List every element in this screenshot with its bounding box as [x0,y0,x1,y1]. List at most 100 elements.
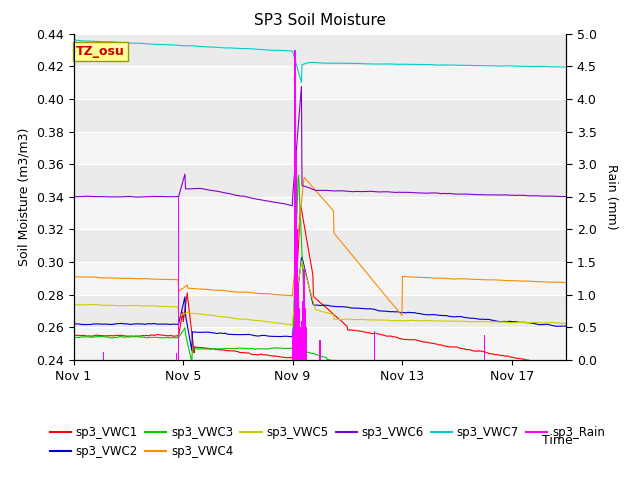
sp3_VWC1 [249,352,257,358]
sp3_VWC2 [563,323,570,329]
Bar [299,308,300,360]
Line: sp3_VWC3: sp3_VWC3 [74,175,566,377]
sp3_VWC3 [249,346,257,351]
sp3_VWC3 [553,374,561,380]
sp3_VWC3 [70,335,77,340]
sp3_VWC2 [276,334,284,339]
sp3_VWC5 [469,319,477,324]
sp3_VWC5 [249,317,257,323]
sp3_VWC4 [398,312,406,318]
Bar [178,197,179,360]
sp3_VWC6 [249,195,257,201]
sp3_VWC4 [88,274,95,280]
Bar [306,327,307,360]
sp3_VWC6 [70,194,77,200]
Text: Time: Time [542,434,573,447]
sp3_VWC1 [275,354,283,360]
sp3_VWC7 [275,48,283,53]
sp3_VWC4 [349,254,357,260]
sp3_VWC5 [70,301,77,307]
Bar [74,229,566,262]
Bar [294,50,296,360]
sp3_VWC2 [298,254,306,260]
Bar [301,321,303,360]
sp3_VWC5 [289,322,296,327]
sp3_VWC4 [249,290,257,296]
sp3_VWC6 [563,194,570,200]
Bar [74,295,566,327]
sp3_VWC2 [70,321,77,326]
Bar [292,334,293,360]
Line: sp3_VWC4: sp3_VWC4 [74,178,566,315]
sp3_VWC1 [186,311,193,316]
Title: SP3 Soil Moisture: SP3 Soil Moisture [254,13,386,28]
Legend: sp3_VWC1, sp3_VWC2, sp3_VWC3, sp3_VWC4, sp3_VWC5, sp3_VWC6, sp3_VWC7, sp3_Rain: sp3_VWC1, sp3_VWC2, sp3_VWC3, sp3_VWC4, … [45,421,610,463]
sp3_VWC5 [275,320,283,326]
Bar [319,340,321,360]
sp3_VWC1 [468,348,476,353]
sp3_VWC1 [70,333,77,338]
Line: sp3_VWC6: sp3_VWC6 [74,86,566,206]
sp3_VWC4 [469,276,477,282]
sp3_VWC3 [563,374,570,380]
sp3_VWC6 [275,200,283,206]
sp3_VWC1 [88,333,95,339]
Bar [74,327,566,360]
sp3_VWC5 [350,317,358,323]
Bar [296,229,298,360]
sp3_VWC4 [70,274,77,280]
Line: sp3_VWC2: sp3_VWC2 [74,257,566,351]
Bar [74,262,566,295]
Bar [303,269,305,360]
sp3_VWC1 [563,364,570,370]
sp3_VWC5 [88,302,95,308]
Bar [74,164,566,197]
sp3_VWC7 [249,46,257,52]
Bar [296,151,297,360]
sp3_VWC4 [186,285,193,291]
sp3_VWC1 [297,203,305,209]
sp3_VWC4 [275,292,283,298]
sp3_VWC4 [300,175,308,180]
sp3_VWC7 [186,43,193,48]
sp3_VWC3 [468,369,476,374]
sp3_VWC3 [349,359,357,364]
sp3_VWC5 [186,310,193,316]
sp3_VWC7 [468,62,476,68]
sp3_VWC3 [88,335,95,340]
sp3_VWC3 [275,345,283,351]
Bar [305,308,306,360]
sp3_VWC7 [563,64,570,70]
Bar [74,99,566,132]
Bar [74,197,566,229]
Bar [74,132,566,164]
sp3_VWC6 [469,192,477,197]
Bar [74,34,566,66]
Bar [374,331,376,360]
sp3_VWC6 [88,193,95,199]
Y-axis label: Soil Moisture (m3/m3): Soil Moisture (m3/m3) [17,128,31,266]
Bar [300,327,301,360]
sp3_VWC2 [350,305,358,311]
sp3_VWC1 [349,327,357,333]
Bar [102,352,104,360]
sp3_VWC2 [88,322,95,327]
sp3_VWC2 [469,315,477,321]
Bar [175,353,177,360]
Bar [484,335,485,360]
Bar [298,282,299,360]
sp3_VWC7 [349,60,357,66]
sp3_VWC5 [563,321,570,326]
Bar [74,66,566,99]
Line: sp3_VWC7: sp3_VWC7 [74,40,566,83]
Line: sp3_VWC5: sp3_VWC5 [74,262,566,324]
Text: TZ_osu: TZ_osu [76,45,125,58]
sp3_VWC6 [186,186,193,192]
sp3_VWC2 [250,333,257,338]
sp3_VWC5 [298,259,306,264]
sp3_VWC6 [289,203,296,209]
sp3_VWC3 [295,172,303,178]
Bar [302,301,303,360]
sp3_VWC2 [188,348,196,354]
sp3_VWC6 [298,84,305,89]
